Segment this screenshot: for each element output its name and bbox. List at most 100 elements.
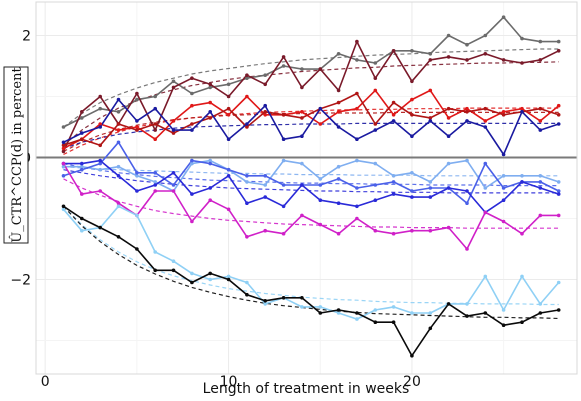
y-axis-title-text: Û_CTR^CCP(d) in percent: [8, 67, 25, 243]
data-point: [410, 49, 414, 53]
data-point: [80, 161, 84, 166]
data-point: [171, 183, 176, 187]
data-point: [171, 119, 176, 123]
data-point: [61, 204, 66, 209]
x-tick-label: 0: [41, 374, 50, 390]
data-point: [135, 174, 139, 178]
data-point: [501, 219, 506, 224]
data-point: [263, 73, 268, 77]
data-point: [61, 207, 66, 212]
data-point: [373, 128, 378, 132]
data-point: [465, 42, 469, 47]
data-point: [171, 259, 176, 264]
data-point: [483, 119, 488, 123]
data-point: [135, 189, 139, 193]
data-point: [300, 134, 304, 138]
data-point: [116, 201, 121, 205]
data-point: [355, 158, 359, 163]
series-line: [63, 16, 559, 128]
data-point: [483, 210, 488, 215]
data-point: [355, 106, 359, 111]
data-point: [373, 76, 378, 80]
data-point: [135, 247, 139, 251]
data-point: [171, 171, 176, 175]
data-point: [80, 116, 84, 120]
data-point: [245, 73, 249, 77]
data-point: [300, 67, 304, 71]
series-line: [63, 159, 559, 192]
data-point: [410, 134, 414, 138]
data-point: [373, 228, 378, 233]
data-point: [410, 97, 414, 102]
data-point: [153, 137, 157, 141]
fit-curve: [63, 107, 559, 156]
data-point: [410, 79, 414, 84]
data-point: [501, 58, 506, 62]
data-point: [428, 52, 433, 56]
data-point: [80, 164, 84, 169]
data-point: [336, 308, 341, 312]
data-point: [98, 167, 102, 172]
data-point: [263, 110, 268, 114]
data-point: [116, 122, 121, 126]
series-line: [63, 141, 560, 204]
data-point: [391, 305, 396, 309]
series-line: [62, 205, 560, 320]
data-point: [465, 302, 469, 306]
data-point: [318, 198, 323, 202]
data-point: [80, 192, 84, 196]
data-point: [538, 302, 543, 306]
data-point: [446, 186, 451, 190]
data-point: [520, 231, 524, 236]
data-point: [373, 198, 378, 202]
data-point: [226, 277, 231, 282]
data-point: [355, 137, 359, 141]
data-point: [153, 94, 157, 99]
data-point: [190, 280, 194, 285]
data-point: [501, 113, 506, 117]
data-point: [336, 177, 341, 181]
data-point: [153, 268, 157, 273]
data-point: [520, 274, 524, 279]
data-point: [446, 161, 451, 166]
data-point: [520, 61, 524, 65]
data-point: [135, 91, 139, 96]
data-point: [281, 55, 286, 59]
data-point: [391, 49, 396, 53]
data-point: [483, 186, 488, 190]
data-point: [465, 106, 469, 111]
x-tick-label: 10: [220, 374, 238, 390]
data-point: [98, 125, 102, 129]
data-point: [428, 116, 433, 120]
data-point: [153, 189, 157, 193]
data-point: [226, 274, 231, 279]
data-point: [61, 161, 66, 166]
data-point: [245, 76, 249, 80]
data-point: [116, 204, 121, 209]
y-tick-label: −2: [10, 272, 31, 288]
data-point: [538, 58, 543, 62]
data-point: [538, 174, 543, 178]
data-point: [190, 161, 194, 166]
fit-curve: [63, 205, 559, 320]
data-point: [556, 280, 561, 285]
data-point: [465, 201, 469, 205]
data-point: [208, 271, 212, 276]
data-point: [190, 76, 194, 80]
data-point: [410, 195, 414, 199]
fit-curve: [63, 169, 559, 194]
data-point: [80, 228, 84, 233]
data-point: [391, 320, 396, 325]
data-point: [373, 161, 378, 166]
data-point: [465, 119, 469, 123]
data-point: [501, 174, 506, 178]
data-point: [226, 207, 231, 212]
data-point: [153, 180, 157, 184]
data-point: [98, 143, 102, 148]
data-point: [446, 134, 451, 138]
data-point: [446, 33, 451, 38]
data-point: [410, 311, 414, 315]
data-point: [556, 189, 561, 193]
data-point: [61, 149, 66, 154]
